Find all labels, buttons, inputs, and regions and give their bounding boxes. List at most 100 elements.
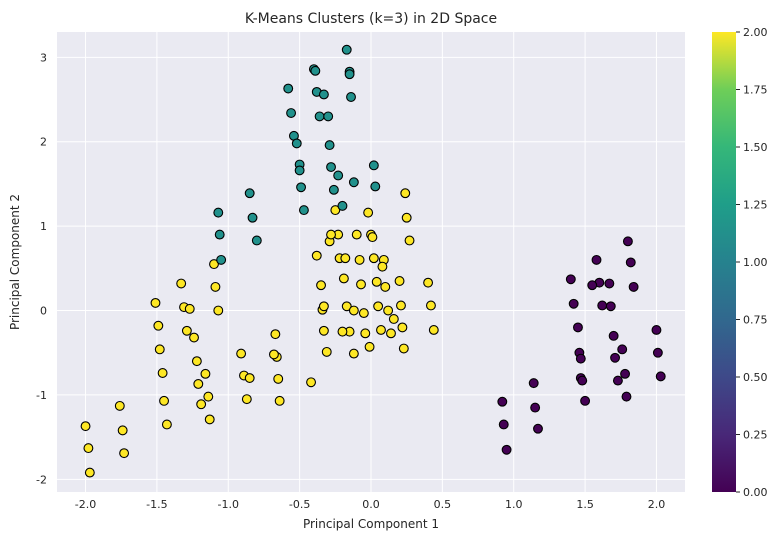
- colorbar-ticks: 0.00 0.25 0.50 0.75 1.00 1.25 1.50 1.75 2.00: [736, 26, 768, 499]
- cluster-2-point: [153, 320, 164, 331]
- y-tick-label: 1: [40, 220, 47, 233]
- cluster-2-point: [80, 421, 91, 432]
- cluster-2-point: [428, 324, 439, 335]
- colorbar-tick-label: 1.50: [743, 141, 768, 154]
- colorbar-tick-label: 1.00: [743, 256, 768, 269]
- cluster-2-point: [268, 349, 279, 360]
- cluster-1-point: [370, 181, 381, 192]
- cluster-2-point: [400, 188, 411, 199]
- cluster-2-point: [354, 254, 365, 265]
- cluster-2-point: [236, 348, 247, 359]
- cluster-0-point: [655, 371, 666, 382]
- cluster-0-point: [617, 344, 628, 355]
- cluster-1-point: [323, 111, 334, 122]
- cluster-2-point: [241, 394, 252, 405]
- colorbar-tick-label: 0.25: [743, 429, 768, 442]
- colorbar: [712, 32, 736, 492]
- cluster-2-point: [396, 300, 406, 311]
- cluster-2-point: [363, 207, 374, 218]
- cluster-2-point: [273, 373, 284, 384]
- cluster-0-point: [652, 347, 663, 358]
- cluster-1-point: [324, 140, 335, 151]
- cluster-2-point: [371, 276, 382, 287]
- cluster-2-point: [114, 400, 125, 411]
- cluster-2-point: [191, 356, 202, 367]
- cluster-2-point: [209, 259, 219, 270]
- y-tick-label: 0: [40, 305, 47, 318]
- cluster-2-point: [397, 322, 408, 333]
- cluster-0-point: [625, 257, 636, 268]
- cluster-2-point: [311, 250, 322, 261]
- cluster-2-point: [213, 305, 224, 316]
- cluster-2-point: [274, 395, 285, 406]
- cluster-0-point: [501, 444, 512, 455]
- cluster-2-point: [341, 301, 352, 312]
- cluster-2-point: [270, 329, 281, 340]
- cluster-2-point: [157, 368, 168, 378]
- cluster-0-point: [604, 278, 615, 289]
- cluster-2-point: [203, 391, 214, 402]
- cluster-0-point: [612, 375, 623, 386]
- cluster-1-point: [216, 254, 227, 265]
- cluster-2-point: [196, 399, 207, 410]
- cluster-0-point: [498, 419, 509, 430]
- cluster-1-point: [341, 44, 352, 55]
- cluster-2-point: [337, 326, 348, 337]
- cluster-1-point: [247, 212, 258, 223]
- y-axis-label: Principal Component 2: [8, 194, 22, 330]
- cluster-1-point: [346, 92, 356, 102]
- cluster-1-point: [291, 138, 302, 149]
- cluster-2-point: [326, 229, 336, 240]
- cluster-2-point: [318, 301, 329, 312]
- cluster-1-point: [314, 111, 325, 122]
- cluster-2-point: [380, 281, 391, 292]
- cluster-1-point: [310, 65, 321, 76]
- cluster-0-point: [530, 402, 541, 413]
- y-tick-label: 2: [40, 136, 47, 149]
- cluster-2-point: [360, 328, 371, 339]
- x-tick-label: -1.5: [146, 498, 167, 511]
- cluster-2-point: [176, 278, 187, 289]
- cluster-1-point: [318, 89, 329, 100]
- cluster-2-point: [386, 328, 396, 339]
- x-axis-label: Principal Component 1: [303, 517, 439, 531]
- cluster-1-point: [298, 205, 309, 216]
- cluster-0-point: [568, 298, 579, 309]
- cluster-2-point: [348, 305, 359, 316]
- cluster-0-point: [622, 236, 633, 247]
- cluster-2-point: [394, 276, 405, 286]
- cluster-0-point: [621, 391, 632, 402]
- colorbar-tick-label: 1.75: [743, 84, 768, 97]
- cluster-0-point: [610, 352, 621, 363]
- y-tick-label: -1: [36, 389, 47, 402]
- x-tick-label: 1.5: [576, 498, 594, 511]
- cluster-2-point: [388, 314, 399, 324]
- cluster-1-point: [294, 165, 305, 176]
- cluster-2-point: [401, 212, 412, 223]
- cluster-0-point: [575, 353, 586, 364]
- cluster-1-point: [286, 108, 297, 118]
- x-tick-label: -0.5: [289, 498, 310, 511]
- grid: [57, 32, 685, 492]
- cluster-0-point: [591, 254, 602, 265]
- cluster-1-point: [213, 207, 224, 218]
- cluster-2-point: [330, 205, 341, 216]
- cluster-2-point: [364, 341, 375, 352]
- x-tick-label: 0.0: [362, 498, 380, 511]
- cluster-1-point: [337, 200, 348, 211]
- cluster-0-point: [597, 300, 608, 311]
- cluster-2-point: [321, 346, 332, 357]
- cluster-0-point: [605, 301, 616, 312]
- cluster-2-point: [358, 308, 369, 319]
- cluster-2-point: [316, 280, 326, 291]
- cluster-2-point: [423, 277, 434, 288]
- cluster-1-point: [368, 160, 379, 171]
- cluster-0-point: [497, 396, 508, 407]
- chart-title: K-Means Clusters (k=3) in 2D Space: [245, 11, 497, 27]
- cluster-0-point: [620, 368, 631, 379]
- cluster-0-point: [577, 375, 588, 386]
- cluster-2-point: [404, 235, 415, 246]
- cluster-2-point: [193, 379, 204, 389]
